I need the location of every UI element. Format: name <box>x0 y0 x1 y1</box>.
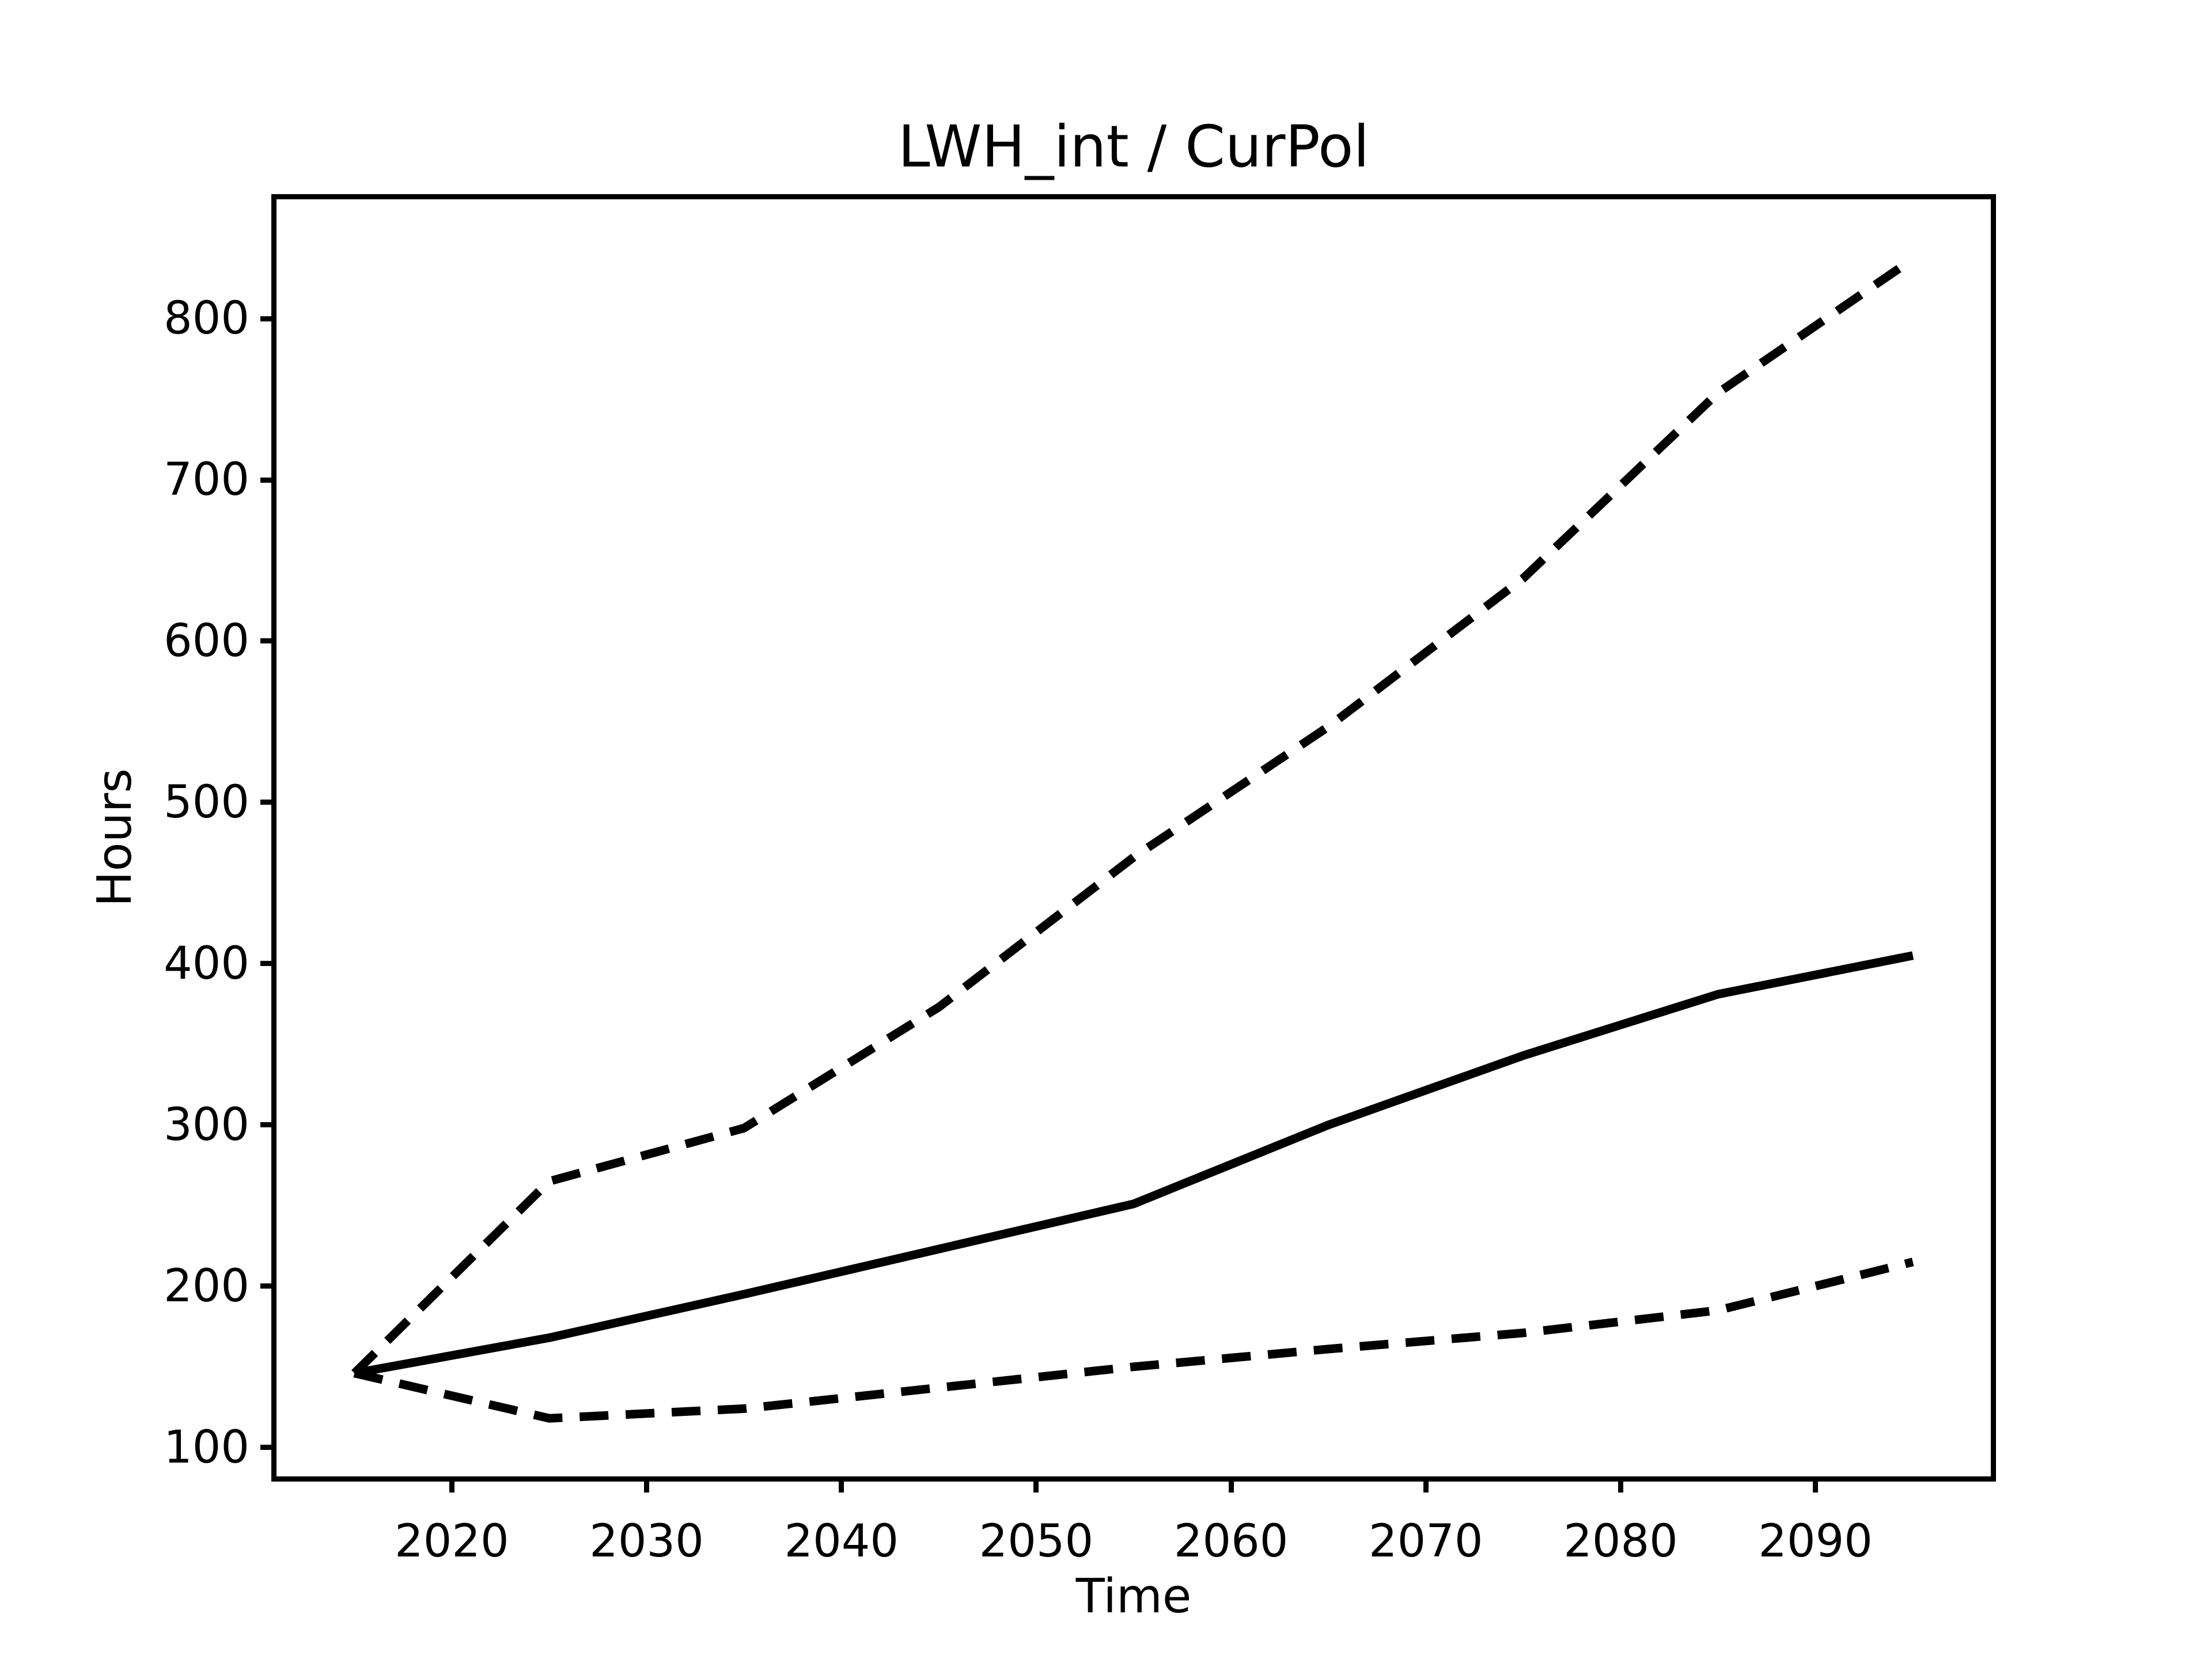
x-tick-label: 2050 <box>979 1516 1094 1567</box>
x-tick <box>1813 1476 1819 1493</box>
y-tick-label: 600 <box>164 615 249 667</box>
y-tick <box>260 1445 276 1450</box>
x-tick <box>1423 1476 1429 1493</box>
y-tick-label: 500 <box>164 776 249 828</box>
y-tick <box>260 800 276 805</box>
x-tick-label: 2030 <box>589 1516 704 1567</box>
y-tick <box>260 1283 276 1289</box>
x-tick-label: 2040 <box>784 1516 899 1567</box>
mean-line <box>353 951 1914 1378</box>
x-tick <box>1618 1476 1623 1493</box>
y-tick-label: 200 <box>164 1260 249 1312</box>
x-tick <box>449 1476 454 1493</box>
y-tick <box>260 316 276 321</box>
x-tick <box>644 1476 650 1493</box>
y-axis-label: Hours <box>88 768 142 907</box>
y-tick <box>260 638 276 644</box>
x-tick-label: 2080 <box>1563 1516 1678 1567</box>
y-tick <box>260 477 276 483</box>
x-tick-label: 2060 <box>1173 1516 1289 1567</box>
y-tick-label: 300 <box>164 1099 249 1151</box>
y-tick-label: 400 <box>164 937 249 990</box>
x-axis-label: Time <box>1075 1569 1192 1624</box>
y-tick-label: 700 <box>164 454 249 506</box>
lower-bound-line <box>353 1257 1914 1423</box>
y-tick-label: 100 <box>164 1421 249 1474</box>
x-tick <box>839 1476 844 1493</box>
y-tick <box>260 961 276 967</box>
x-tick-label: 2020 <box>395 1516 509 1567</box>
chart-title: LWH_int / CurPol <box>897 113 1370 180</box>
x-tick-label: 2090 <box>1758 1516 1873 1567</box>
x-tick-label: 2070 <box>1369 1516 1483 1567</box>
upper-bound-line <box>351 255 1915 1377</box>
plot-area <box>271 194 1996 1482</box>
y-tick-label: 800 <box>164 293 249 345</box>
series-canvas <box>351 255 1915 1423</box>
x-tick <box>1033 1476 1039 1493</box>
y-tick <box>260 1122 276 1128</box>
x-tick <box>1228 1476 1234 1493</box>
